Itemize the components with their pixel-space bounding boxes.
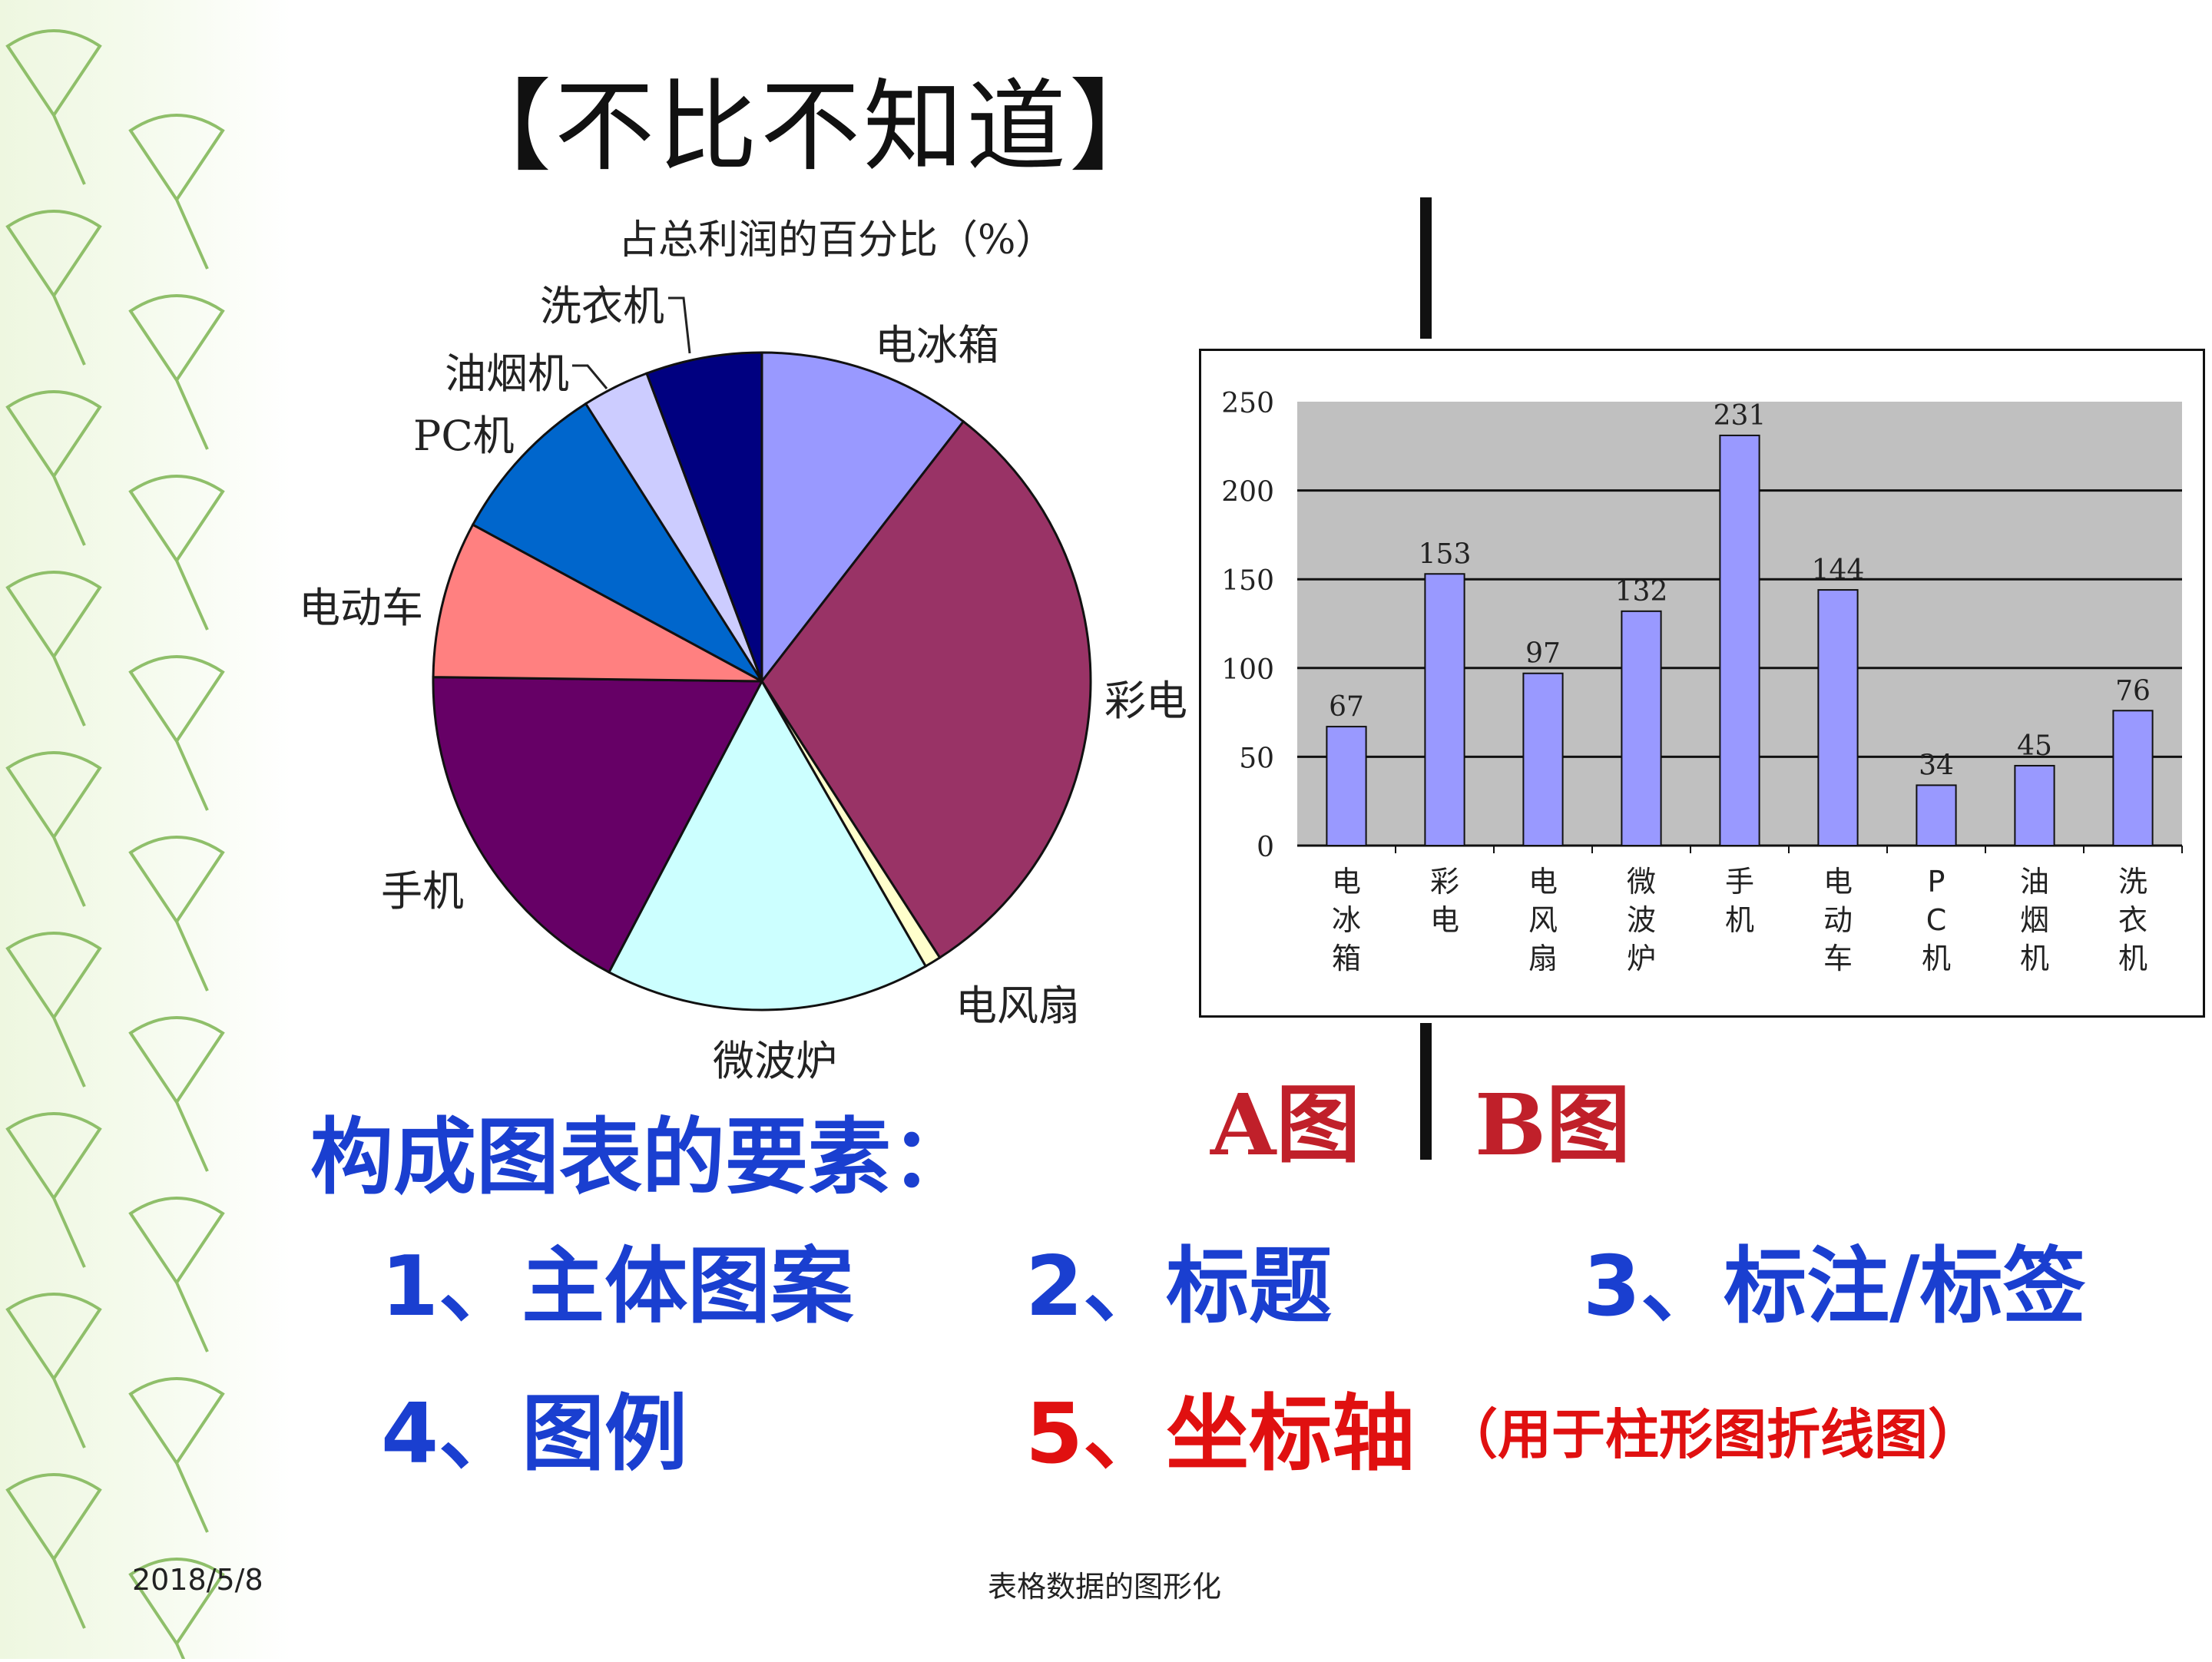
ginkgo-leaf-decoration: [0, 0, 292, 1662]
ginkgo-leaf: [5, 1293, 102, 1448]
pie-slice-label: 洗衣机: [540, 282, 664, 330]
pie-chart-title: 占总利润的百分比（%）: [618, 217, 1056, 263]
ginkgo-leaf: [5, 1473, 102, 1629]
element-item-4: 4、图例: [381, 1386, 688, 1482]
ginkgo-leaves-icon: [5, 29, 225, 1662]
bar: [1522, 672, 1564, 846]
element-item-5: 5、坐标轴: [1025, 1386, 1416, 1482]
x-tick-label: 微波炉: [1627, 865, 1656, 975]
leader-line: [572, 364, 608, 389]
bar-value-label: 45: [2017, 730, 2052, 762]
bar-value-label: 97: [1525, 638, 1561, 670]
pie-slice: [471, 402, 766, 685]
bar-chart-frame: 0 50 100 150 200 250 67 电冰箱 153 彩电 97 电风扇 132 微波炉 231 手…: [1199, 349, 2205, 1018]
pie-slice-label: 电冰箱: [875, 321, 999, 369]
y-tick-label: 100: [1221, 654, 1274, 686]
leader-line: [668, 296, 691, 354]
ginkgo-leaf: [5, 29, 102, 185]
slide-title: 【不比不知道】: [452, 68, 1173, 185]
divider-bar-top: [1420, 197, 1432, 339]
element-item-2: 2、标题: [1025, 1239, 1333, 1335]
bar-value-label: 144: [1812, 555, 1865, 586]
ginkgo-leaf: [128, 475, 225, 631]
bar-chart: 0 50 100 150 200 250 67 电冰箱 153 彩电 97 电风扇 132 微波炉 231 手…: [1221, 388, 2183, 975]
x-tick-label: 电风扇: [1528, 865, 1558, 975]
x-tick-label: 彩电: [1430, 865, 1459, 937]
pie-slice: [607, 678, 928, 1011]
bar-value-label: 34: [1919, 750, 1954, 781]
bar: [1621, 610, 1662, 846]
x-tick-label: 电冰箱: [1332, 865, 1361, 975]
pie-slice: [760, 351, 965, 685]
elements-heading: 构成图表的要素：: [310, 1110, 975, 1206]
pie-caption: A图: [1210, 1075, 1361, 1174]
y-tick-label: 150: [1221, 565, 1274, 597]
ginkgo-leaf: [128, 655, 225, 811]
bar-value-label: 67: [1329, 691, 1364, 723]
ginkgo-leaf: [5, 932, 102, 1088]
ginkgo-leaf: [5, 571, 102, 727]
divider-bar-bottom: [1420, 1023, 1432, 1160]
bar: [2014, 764, 2055, 847]
x-tick-label: 手机: [1725, 865, 1754, 937]
pie-slice-label: 电动车: [299, 584, 423, 632]
bar: [1916, 784, 1957, 847]
ginkgo-leaf: [128, 1558, 225, 1662]
x-tick-label: 洗衣机: [2118, 865, 2147, 975]
bar-value-label: 76: [2115, 675, 2151, 707]
bar-value-label: 231: [1714, 400, 1767, 432]
ginkgo-leaf: [128, 836, 225, 992]
footer-title: 表格数据的图形化: [988, 1570, 1222, 1604]
ginkgo-leaf: [5, 751, 102, 907]
bar: [1424, 573, 1465, 846]
y-tick-label: 250: [1221, 388, 1274, 419]
ginkgo-leaf: [5, 1112, 102, 1268]
y-tick-label: 0: [1257, 832, 1274, 863]
pie-slice-label: 油烟机: [445, 349, 569, 398]
bar: [1326, 726, 1367, 847]
pie-slice: [432, 676, 764, 974]
element-item-3: 3、标注/标签: [1583, 1239, 2086, 1335]
pie-slice: [645, 351, 763, 682]
pie-slice-label: 手机: [381, 867, 464, 915]
ginkgo-leaf: [128, 1197, 225, 1352]
pie-slice-label: 电风扇: [955, 982, 1080, 1030]
bar-caption: B图: [1475, 1075, 1631, 1174]
ginkgo-leaf: [5, 390, 102, 546]
y-tick-label: 50: [1239, 743, 1274, 774]
x-tick-label: 油烟机: [2020, 865, 2049, 975]
bar: [2112, 710, 2154, 846]
pie-slice-label: 微波炉: [713, 1037, 837, 1085]
element-item-5-note: （用于柱形图折线图）: [1444, 1403, 1982, 1466]
footer-date: 2018/5/8: [132, 1563, 263, 1597]
pie-slice-label: PC机: [413, 412, 515, 460]
bar: [1719, 434, 1760, 847]
pie-slice: [432, 523, 763, 683]
ginkgo-leaf: [128, 1377, 225, 1533]
pie-chart: [432, 296, 1092, 1011]
pie-slice-label: 彩电: [1104, 677, 1187, 725]
ginkgo-leaf: [128, 294, 225, 450]
pie-slice: [760, 419, 1092, 959]
bar-value-label: 153: [1419, 538, 1472, 570]
bar-value-label: 132: [1615, 576, 1668, 608]
ginkgo-leaf: [128, 1016, 225, 1172]
bar: [1817, 589, 1859, 846]
y-tick-label: 200: [1221, 477, 1274, 508]
ginkgo-leaf: [5, 210, 102, 366]
x-tick-label: 电动车: [1823, 865, 1853, 975]
element-item-1: 1、主体图案: [381, 1239, 854, 1335]
ginkgo-leaf: [128, 114, 225, 270]
